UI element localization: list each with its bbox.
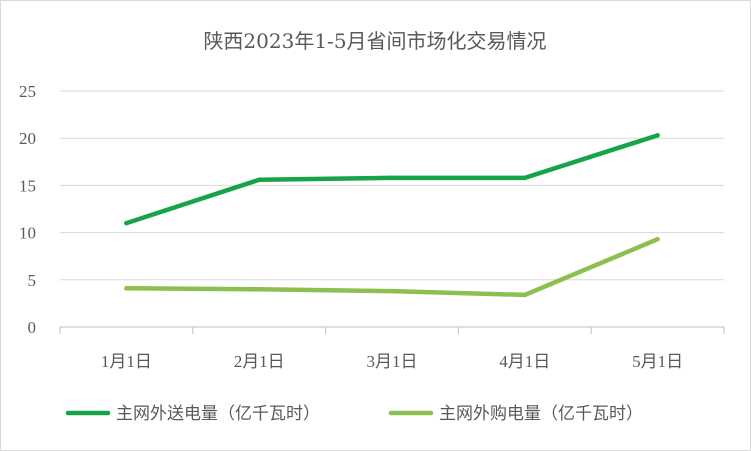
data-point <box>389 175 395 181</box>
data-point <box>522 175 527 181</box>
data-point <box>655 133 660 138</box>
data-point <box>522 292 527 298</box>
x-axis: 1月1日 2月1日 3月1日 4月1日 5月1日 <box>59 326 725 371</box>
y-tick-label: 5 <box>28 271 37 290</box>
chart-title: 陕西2023年1-5月省间市场化交易情况 <box>203 29 546 53</box>
data-point <box>257 287 262 292</box>
x-tick-label: 5月1日 <box>632 352 683 371</box>
x-tick-label: 4月1日 <box>499 352 550 371</box>
y-tick-label: 0 <box>28 318 37 337</box>
data-point <box>655 237 660 242</box>
legend: 主网外送电量（亿千瓦时） 主网外购电量（亿千瓦时） <box>65 404 643 424</box>
data-point <box>257 177 262 182</box>
y-axis-ticks: 0 5 10 15 20 25 <box>19 82 36 337</box>
x-tick-label: 1月1日 <box>101 352 152 371</box>
legend-label: 主网外购电量（亿千瓦时） <box>439 404 643 424</box>
y-tick-label: 20 <box>19 129 36 148</box>
gridlines <box>60 90 724 281</box>
data-point <box>389 288 395 294</box>
series-line-2 <box>124 236 660 298</box>
data-point <box>124 220 129 226</box>
x-tick-label: 3月1日 <box>367 352 418 371</box>
x-tick-label: 2月1日 <box>234 352 285 371</box>
y-tick-label: 15 <box>19 176 36 195</box>
data-point <box>124 286 129 291</box>
y-tick-label: 10 <box>19 224 36 243</box>
legend-label: 主网外送电量（亿千瓦时） <box>116 404 320 424</box>
series-lines <box>124 133 660 298</box>
y-tick-label: 25 <box>19 82 36 101</box>
